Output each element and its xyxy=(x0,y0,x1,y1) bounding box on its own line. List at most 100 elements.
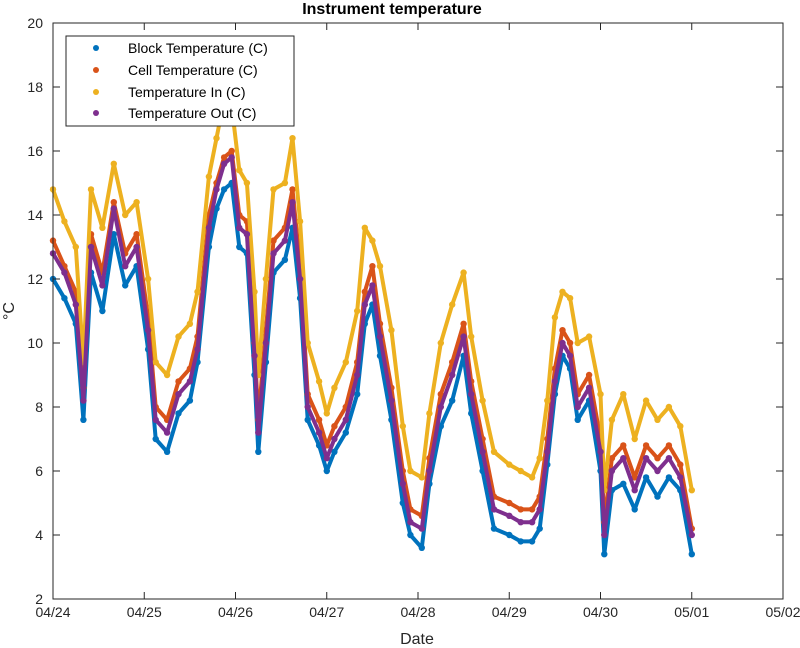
x-tick-label: 04/26 xyxy=(218,604,253,620)
y-tick-label: 6 xyxy=(35,463,43,479)
data-point xyxy=(585,333,593,340)
data-point xyxy=(528,506,536,513)
data-point xyxy=(186,378,194,385)
data-point xyxy=(399,480,406,487)
data-point xyxy=(122,263,129,270)
data-point xyxy=(342,429,349,436)
data-point xyxy=(426,467,433,475)
data-point xyxy=(551,378,559,385)
data-point xyxy=(369,237,376,244)
data-point xyxy=(642,455,650,462)
y-axis: 2 4 6 8 10 12 14 16 18 20 xyxy=(27,15,783,607)
data-point xyxy=(437,391,444,398)
data-point xyxy=(251,352,258,359)
data-point xyxy=(281,256,289,263)
data-point xyxy=(479,448,486,455)
data-point xyxy=(544,397,551,404)
chart-title: Instrument temperature xyxy=(302,1,482,18)
data-point xyxy=(144,275,152,283)
data-point xyxy=(213,186,220,193)
data-point xyxy=(87,186,95,193)
data-point xyxy=(460,320,467,327)
x-axis: 04/24 04/25 04/26 04/27 04/28 04/29 04/30 05/01… xyxy=(35,23,800,620)
data-point xyxy=(688,487,695,494)
data-point xyxy=(110,199,118,206)
data-point xyxy=(426,410,433,417)
data-point xyxy=(665,442,673,449)
data-point xyxy=(506,531,513,539)
data-point xyxy=(620,455,627,462)
data-point xyxy=(87,243,95,251)
data-point xyxy=(399,423,406,430)
data-point xyxy=(665,474,673,481)
data-point xyxy=(80,397,87,404)
data-point xyxy=(175,410,182,417)
data-point xyxy=(220,160,228,167)
data-point xyxy=(407,467,414,475)
legend-label-out: Temperature Out (C) xyxy=(128,105,256,121)
data-point xyxy=(354,307,361,315)
data-point xyxy=(361,301,368,308)
data-point xyxy=(517,538,524,545)
data-point xyxy=(228,147,235,155)
plot-area: 04/24 04/25 04/26 04/27 04/28 04/29 04/30 05/01… xyxy=(27,15,800,620)
legend-marker-cell xyxy=(93,67,99,73)
y-tick-label: 4 xyxy=(35,527,43,543)
x-tick-label: 04/25 xyxy=(127,604,162,620)
data-point xyxy=(574,339,581,347)
data-point xyxy=(559,288,566,295)
data-point xyxy=(331,423,338,430)
data-point xyxy=(566,295,574,302)
x-tick-label: 04/24 xyxy=(35,604,70,620)
data-point xyxy=(315,416,323,423)
data-point xyxy=(228,154,235,161)
data-point xyxy=(205,224,213,231)
data-point xyxy=(654,455,661,462)
data-point xyxy=(331,384,338,391)
data-point xyxy=(289,186,296,193)
data-point xyxy=(133,243,140,251)
data-point xyxy=(608,467,616,475)
data-point xyxy=(566,339,574,347)
x-tick-label: 04/30 xyxy=(583,604,618,620)
data-point xyxy=(61,295,68,302)
data-point xyxy=(361,224,368,231)
data-point xyxy=(110,205,118,212)
y-tick-label: 16 xyxy=(27,143,43,159)
legend-marker-in xyxy=(93,89,99,95)
data-point xyxy=(376,333,384,340)
data-point xyxy=(243,179,251,187)
data-point xyxy=(331,448,338,455)
data-point xyxy=(574,416,581,423)
data-point xyxy=(536,455,543,462)
data-point xyxy=(517,506,524,513)
data-point xyxy=(506,512,513,519)
data-point xyxy=(152,435,159,443)
data-point xyxy=(61,218,68,225)
data-point xyxy=(688,531,695,539)
y-tick-label: 14 xyxy=(27,207,43,223)
data-point xyxy=(608,416,616,423)
data-point xyxy=(255,448,262,455)
data-point xyxy=(449,371,456,379)
data-point xyxy=(369,263,376,270)
data-point xyxy=(194,346,201,353)
data-point xyxy=(175,378,182,385)
data-point xyxy=(236,167,243,174)
data-point xyxy=(620,442,627,449)
data-point xyxy=(631,474,638,481)
data-point xyxy=(270,250,277,257)
y-axis-title: °C xyxy=(1,302,18,320)
data-point xyxy=(304,339,311,347)
data-point xyxy=(490,525,498,532)
data-point xyxy=(544,448,551,455)
data-point xyxy=(585,371,593,379)
data-point xyxy=(186,397,194,404)
data-point xyxy=(361,288,368,295)
data-point xyxy=(133,231,140,238)
data-point xyxy=(536,506,543,513)
data-point xyxy=(354,391,361,398)
data-point xyxy=(220,186,228,193)
data-point xyxy=(585,384,593,391)
